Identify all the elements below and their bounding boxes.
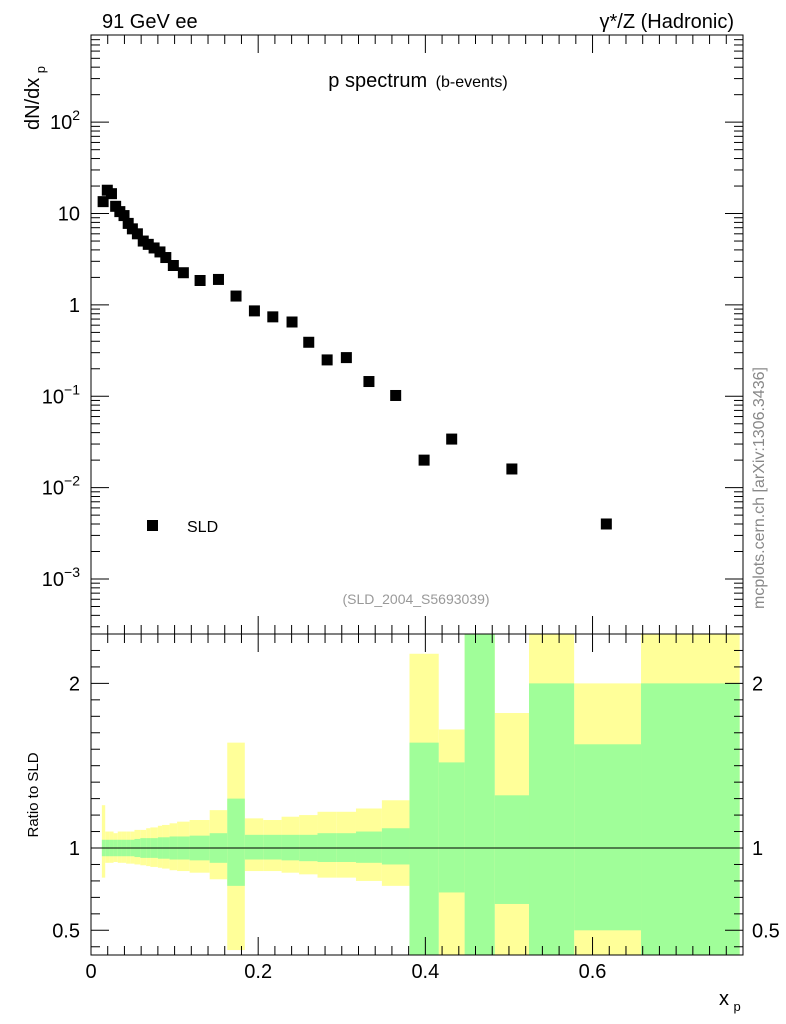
x-axis-label-sub: p	[733, 999, 740, 1014]
data-point	[105, 188, 117, 200]
ratio-y-axis: 0.5 0.5 1 1 2 2	[52, 633, 780, 948]
main-plot-frame	[90, 34, 744, 635]
ratio-inner-band	[529, 683, 575, 955]
main-ytick-label: 102	[50, 107, 80, 134]
main-ytick-label: 10	[58, 204, 80, 226]
ratio-xtick-label: 0.6	[579, 961, 607, 983]
main-ylabel-main: dN/dx	[22, 78, 44, 130]
reference-label: (SLD_2004_S5693039)	[342, 591, 489, 607]
legend-label: SLD	[187, 519, 218, 536]
data-point	[177, 267, 189, 279]
ratio-ytick-label-right: 0.5	[752, 920, 780, 942]
data-point	[154, 246, 166, 258]
ratio-ytick-label-right: 2	[752, 673, 763, 695]
data-point	[160, 252, 172, 264]
main-ytick-label: 10−2	[42, 473, 80, 500]
data-point	[118, 210, 130, 222]
main-ytick-label: 10−3	[42, 564, 80, 591]
x-axis-label: x p	[719, 988, 741, 1014]
data-point	[286, 316, 298, 328]
data-point	[600, 518, 612, 530]
ratio-bands	[101, 634, 740, 955]
main-ytick-exp: −2	[64, 473, 80, 489]
ratio-inner-band	[244, 834, 264, 860]
main-plot-title-main: p spectrum	[328, 70, 427, 92]
data-point	[142, 238, 154, 250]
ratio-inner-band	[263, 834, 282, 860]
main-x-axis-ticks	[90, 35, 744, 634]
main-ylabel: dN/dx p	[22, 66, 48, 130]
ratio-xtick-label: 0.4	[411, 961, 439, 983]
data-point	[418, 454, 430, 466]
ratio-x-axis: 0 0.2 0.4 0.6	[85, 634, 744, 983]
ratio-plot-frame	[90, 633, 744, 956]
data-point	[446, 433, 458, 445]
data-point	[148, 242, 160, 254]
data-markers	[97, 184, 612, 530]
main-ytick-base: 10	[50, 112, 72, 134]
data-point	[167, 259, 179, 271]
ratio-ytick-label-left: 2	[69, 673, 80, 695]
main-ytick-exp: 2	[72, 107, 80, 123]
header-right-label: γ*/Z (Hadronic)	[600, 11, 734, 33]
legend-marker	[147, 520, 158, 531]
main-ytick-base: 1	[69, 295, 80, 317]
data-point	[363, 376, 375, 388]
data-point	[97, 196, 109, 208]
data-point	[230, 290, 242, 302]
ratio-ytick-label-left: 0.5	[52, 920, 80, 942]
ratio-inner-band	[381, 828, 410, 865]
ratio-ytick-label-right: 1	[752, 838, 763, 860]
header-left-label: 91 GeV ee	[102, 11, 198, 33]
main-plot-title-sub: (b-events)	[436, 74, 508, 91]
ratio-xtick-label: 0.2	[244, 961, 272, 983]
ratio-inner-band	[574, 744, 642, 931]
ratio-inner-band	[438, 762, 465, 893]
data-point	[340, 352, 352, 364]
ratio-ytick-label-left: 1	[69, 838, 80, 860]
ratio-inner-band	[227, 798, 245, 886]
main-ytick-base: 10	[42, 478, 64, 500]
main-ytick-exp: −3	[64, 564, 80, 580]
ratio-inner-band	[409, 742, 439, 955]
main-ytick-base: 10	[58, 204, 80, 226]
main-ytick-base: 10	[42, 386, 64, 408]
data-point	[194, 274, 206, 286]
watermark: mcplots.cern.ch [arXiv:1306.3436]	[751, 367, 768, 609]
data-point	[303, 336, 315, 348]
ratio-inner-band	[641, 683, 740, 955]
main-ytick-base: 10	[42, 569, 64, 591]
data-point	[212, 273, 224, 285]
data-point	[390, 389, 402, 401]
main-ytick-exp: −1	[64, 381, 80, 397]
data-point	[267, 311, 279, 323]
data-point	[321, 354, 333, 366]
main-ytick-label: 1	[69, 295, 80, 317]
main-ytick-label: 10−1	[42, 381, 80, 408]
x-axis-label-main: x	[719, 988, 729, 1010]
data-point	[131, 228, 143, 240]
ratio-inner-band	[494, 795, 530, 904]
data-point	[506, 463, 518, 475]
main-ylabel-sub: p	[33, 66, 48, 73]
ratio-ylabel: Ratio to SLD	[25, 752, 42, 837]
ratio-xtick-label: 0	[85, 961, 96, 983]
main-plot-title: p spectrum (b-events)	[328, 70, 507, 92]
data-point	[248, 305, 260, 317]
ratio-inner-band	[464, 634, 495, 955]
ratio-inner-band	[355, 831, 382, 863]
